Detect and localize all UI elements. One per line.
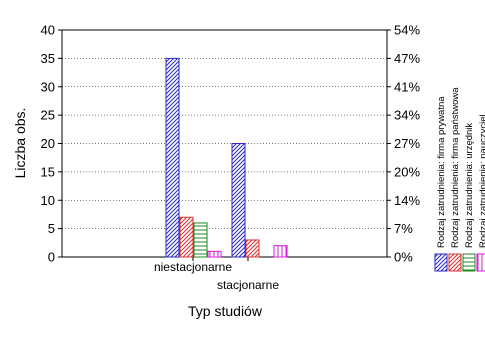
y-axis-right: 0% 7% 14% 20% 27% 34% 41% 47% 54% (387, 23, 420, 265)
bar (207, 250, 222, 258)
legend-swatch (434, 253, 448, 272)
y2-tick-label: 14% (394, 193, 420, 208)
y2-tick-label: 54% (394, 23, 420, 38)
y-tick-label: 20 (41, 136, 55, 151)
y-tick-label: 30 (41, 79, 55, 94)
legend-label: Rodzaj zatrudnienia: firma prywatna (436, 96, 447, 248)
bar (165, 57, 180, 258)
y-tick-label: 35 (41, 51, 55, 66)
x-axis-title: Typ studiów (188, 303, 263, 319)
x-tick-label: niestacjonarne (154, 260, 232, 274)
legend-label: Rodzaj zatrudnienia: firma państwowa (450, 87, 461, 248)
y-tick-label: 25 (41, 108, 55, 123)
y2-tick-label: 34% (394, 108, 420, 123)
y2-tick-label: 41% (394, 79, 420, 94)
bars (165, 57, 288, 258)
legend-label: Rodzaj zatrudnienia: urzędnik (464, 123, 475, 248)
y-axis-left: 0 5 10 15 20 25 30 35 40 (41, 23, 62, 265)
bar (231, 143, 246, 258)
bar (193, 222, 208, 258)
legend-swatch (476, 253, 485, 272)
y-tick-label: 15 (41, 164, 55, 179)
bar (179, 216, 194, 258)
y-tick-label: 40 (41, 23, 55, 38)
y-axis-title: Liczba obs. (12, 108, 28, 179)
bar (245, 239, 260, 258)
gridlines (62, 58, 387, 229)
legend: Rodzaj zatrudnienia: firma prywatna Rodza… (434, 87, 485, 272)
legend-swatch (462, 253, 476, 272)
y-tick-label: 5 (48, 221, 55, 236)
y2-tick-label: 20% (394, 164, 420, 179)
y2-tick-label: 47% (394, 51, 420, 66)
y-tick-label: 10 (41, 193, 55, 208)
bar (273, 245, 288, 258)
legend-swatch (448, 253, 462, 272)
y2-tick-label: 7% (394, 221, 413, 236)
x-tick-label: stacjonarne (217, 278, 279, 292)
y-tick-label: 0 (48, 250, 55, 265)
x-axis: niestacjonarne stacjonarne (154, 257, 279, 292)
y2-tick-label: 27% (394, 136, 420, 151)
legend-label: Rodzaj zatrudnienia: nauczyciel (478, 114, 485, 248)
y2-tick-label: 0% (394, 250, 413, 265)
